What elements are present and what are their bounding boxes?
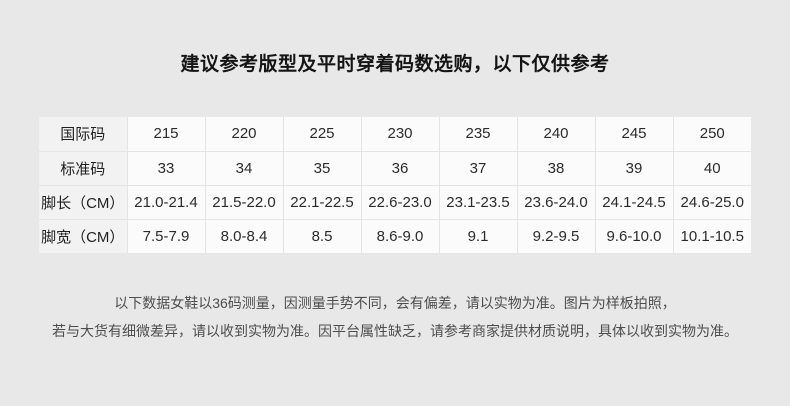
table-cell: 10.1-10.5 bbox=[672, 218, 752, 254]
table-cell: 39 bbox=[594, 150, 674, 186]
row-header-cell: 标准码 bbox=[38, 150, 128, 186]
table-cell: 240 bbox=[516, 116, 596, 152]
table-cell: 21.5-22.0 bbox=[204, 184, 284, 220]
table-cell: 35 bbox=[282, 150, 362, 186]
table-cell: 24.6-25.0 bbox=[672, 184, 752, 220]
disclaimer-line-2: 若与大货有细微差异，请以收到实物为准。因平台属性缺乏，请参考商家提供材质说明，具… bbox=[52, 323, 738, 339]
table-cell: 22.1-22.5 bbox=[282, 184, 362, 220]
table-cell: 34 bbox=[204, 150, 284, 186]
row-header-cell: 国际码 bbox=[38, 116, 128, 152]
table-cell: 40 bbox=[672, 150, 752, 186]
table-cell: 36 bbox=[360, 150, 440, 186]
row-header-cell: 脚宽（CM） bbox=[38, 218, 128, 254]
table-cell: 23.6-24.0 bbox=[516, 184, 596, 220]
table-cell: 225 bbox=[282, 116, 362, 152]
table-cell: 8.5 bbox=[282, 218, 362, 254]
table-cell: 9.1 bbox=[438, 218, 518, 254]
table-cell: 9.6-10.0 bbox=[594, 218, 674, 254]
page-title: 建议参考版型及平时穿着码数选购，以下仅供参考 bbox=[180, 54, 610, 75]
disclaimer-text: 以下数据女鞋以36码测量，因测量手势不同，会有偏差，请以实物为准。图片为样板拍照… bbox=[0, 289, 790, 345]
table-cell: 23.1-23.5 bbox=[438, 184, 518, 220]
table-cell: 220 bbox=[204, 116, 284, 152]
table-cell: 245 bbox=[594, 116, 674, 152]
row-header-cell: 脚长（CM） bbox=[38, 184, 128, 220]
table-cell: 22.6-23.0 bbox=[360, 184, 440, 220]
disclaimer-line-1: 以下数据女鞋以36码测量，因测量手势不同，会有偏差，请以实物为准。图片为样板拍照… bbox=[114, 295, 676, 311]
table-cell: 235 bbox=[438, 116, 518, 152]
table-cell: 250 bbox=[672, 116, 752, 152]
table-row: 脚长（CM） 21.0-21.4 21.5-22.0 22.1-22.5 22.6-23… bbox=[38, 184, 752, 220]
table-cell: 21.0-21.4 bbox=[126, 184, 206, 220]
table-cell: 38 bbox=[516, 150, 596, 186]
table-row: 国际码 215 220 225 230 235 240 245 250 bbox=[38, 116, 752, 152]
table-cell: 24.1-24.5 bbox=[594, 184, 674, 220]
table-cell: 215 bbox=[126, 116, 206, 152]
table-cell: 8.6-9.0 bbox=[360, 218, 440, 254]
size-table: 国际码 215 220 225 230 235 240 245 250 标准码 33 34 35 36 37… bbox=[38, 116, 752, 254]
table-cell: 8.0-8.4 bbox=[204, 218, 284, 254]
table-cell: 230 bbox=[360, 116, 440, 152]
table-cell: 9.2-9.5 bbox=[516, 218, 596, 254]
table-cell: 33 bbox=[126, 150, 206, 186]
table-cell: 37 bbox=[438, 150, 518, 186]
table-row: 脚宽（CM） 7.5-7.9 8.0-8.4 8.5 8.6-9.0 9.1 9.2-9.5… bbox=[38, 218, 752, 254]
table-row: 标准码 33 34 35 36 37 38 39 40 bbox=[38, 150, 752, 186]
table-cell: 7.5-7.9 bbox=[126, 218, 206, 254]
